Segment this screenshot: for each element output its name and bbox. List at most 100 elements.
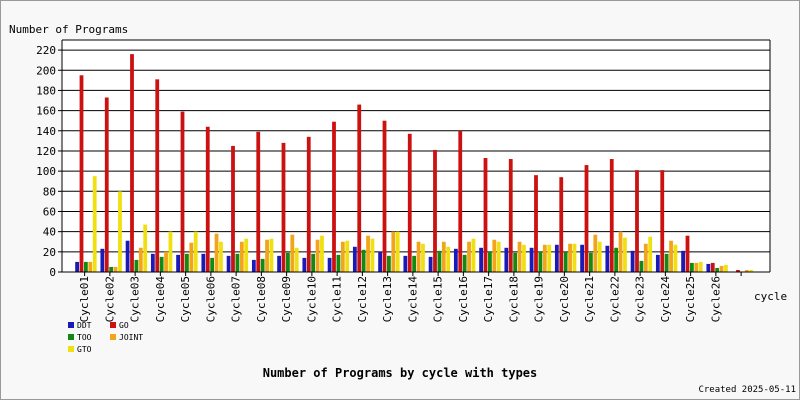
bar-go — [508, 159, 513, 272]
bar-too — [488, 251, 492, 272]
bar-ddt — [479, 247, 483, 272]
bar-joint — [290, 234, 295, 272]
bar-go — [685, 235, 690, 272]
bar-go — [281, 142, 286, 272]
legend-label-too: TOO — [77, 333, 92, 342]
bar-go — [458, 130, 463, 272]
bar-ddt — [100, 248, 105, 272]
bar-too — [235, 253, 240, 272]
bar-ddt — [226, 255, 231, 272]
bar-go — [130, 54, 134, 273]
bar-too — [159, 256, 164, 272]
x-tick-label: Cycle10 — [305, 276, 318, 322]
bar-too — [563, 251, 568, 272]
bar-too — [437, 250, 442, 272]
bar-joint — [517, 241, 522, 272]
bar-gto — [673, 244, 678, 272]
bar-joint — [164, 251, 168, 272]
y-tick-label: 60 — [43, 205, 56, 218]
bar-gto — [345, 240, 350, 272]
bar-too — [84, 261, 88, 272]
y-tick-label: 0 — [49, 266, 56, 279]
bar-gto — [269, 238, 274, 272]
bar-too — [513, 252, 518, 272]
legend-label-ddt: DDT — [77, 321, 92, 330]
x-tick-label: Cycle05 — [179, 276, 192, 322]
bar-joint — [138, 247, 143, 272]
y-axis-label: Number of Programs — [9, 23, 128, 36]
bar-gto — [749, 269, 754, 272]
bar-joint — [643, 243, 648, 272]
bar-ddt — [706, 263, 711, 272]
y-tick-label: 180 — [36, 84, 56, 97]
bar-too — [361, 249, 366, 272]
bar-joint — [214, 233, 219, 272]
bar-too — [134, 259, 139, 272]
bar-gto — [572, 243, 577, 272]
bar-joint — [568, 243, 572, 272]
bar-gto — [421, 243, 425, 272]
x-tick-label: Cycle03 — [129, 276, 142, 322]
bar-too — [589, 252, 593, 272]
axes — [58, 39, 771, 276]
x-tick-label: Cycle21 — [583, 276, 596, 322]
bar-ddt — [554, 244, 559, 272]
x-axis-label: cycle — [754, 290, 787, 303]
bar-joint — [467, 241, 471, 272]
bar-ddt — [580, 244, 584, 272]
y-tick-label: 100 — [36, 165, 56, 178]
bar-go — [155, 79, 160, 272]
bar-ddt — [251, 259, 256, 272]
bar-gto — [648, 236, 653, 272]
bar-go — [584, 165, 589, 272]
chart-title: Number of Programs by cycle with types — [263, 366, 538, 380]
x-tick-label: Cycle09 — [280, 276, 293, 322]
x-tick-label: Cycle15 — [432, 276, 445, 322]
bar-joint — [265, 239, 269, 272]
bar-go — [483, 158, 488, 272]
bar-joint — [694, 262, 699, 272]
bar-joint — [492, 239, 497, 272]
x-tick-label: Cycle17 — [482, 276, 495, 322]
y-tick-label: 40 — [43, 226, 56, 239]
bar-joint — [719, 265, 724, 272]
bar-too — [109, 266, 114, 272]
legend-swatch-go — [110, 322, 116, 328]
bar-too — [336, 254, 341, 272]
bar-go — [306, 136, 311, 272]
x-tick-label: Cycle08 — [255, 276, 268, 322]
bar-go — [635, 170, 639, 272]
bar-go — [559, 177, 564, 272]
grid-lines — [62, 49, 770, 253]
bar-ddt — [176, 254, 180, 272]
legend-label-joint: JOINT — [119, 333, 143, 342]
bar-joint — [340, 241, 345, 272]
legend-swatch-gto — [68, 346, 74, 352]
bar-gto — [193, 231, 198, 272]
y-tick-label: 140 — [36, 125, 56, 138]
bar-go — [433, 149, 437, 272]
bar-ddt — [504, 247, 509, 272]
x-tick-labels: Cycle01 Cycle02 Cycle03 Cycle04 Cycle05 Cycle… — [78, 276, 722, 323]
bar-gto — [118, 191, 122, 272]
bar-gto — [597, 241, 602, 272]
bar-gto — [92, 176, 97, 272]
legend-label-gto: GTO — [77, 345, 92, 354]
legend: DDT GO TOO JOINT GTO — [68, 321, 143, 354]
bar-too — [185, 253, 189, 272]
bar-joint — [593, 234, 598, 272]
y-tick-label: 220 — [36, 44, 56, 57]
bar-too — [387, 255, 391, 272]
bar-joint — [189, 242, 194, 272]
x-tick-label: Cycle18 — [507, 276, 520, 322]
bar-joint — [744, 269, 749, 272]
bar-gto — [724, 264, 728, 272]
y-tick-label: 20 — [43, 246, 56, 259]
bar-joint — [618, 231, 623, 272]
bar-gto — [496, 241, 501, 272]
bar-too — [260, 258, 265, 272]
bar-ddt — [201, 253, 206, 272]
bar-too — [210, 257, 215, 272]
y-tick-labels: 0 20 40 60 80 100 120 140 160 180 200 220 — [36, 44, 56, 279]
